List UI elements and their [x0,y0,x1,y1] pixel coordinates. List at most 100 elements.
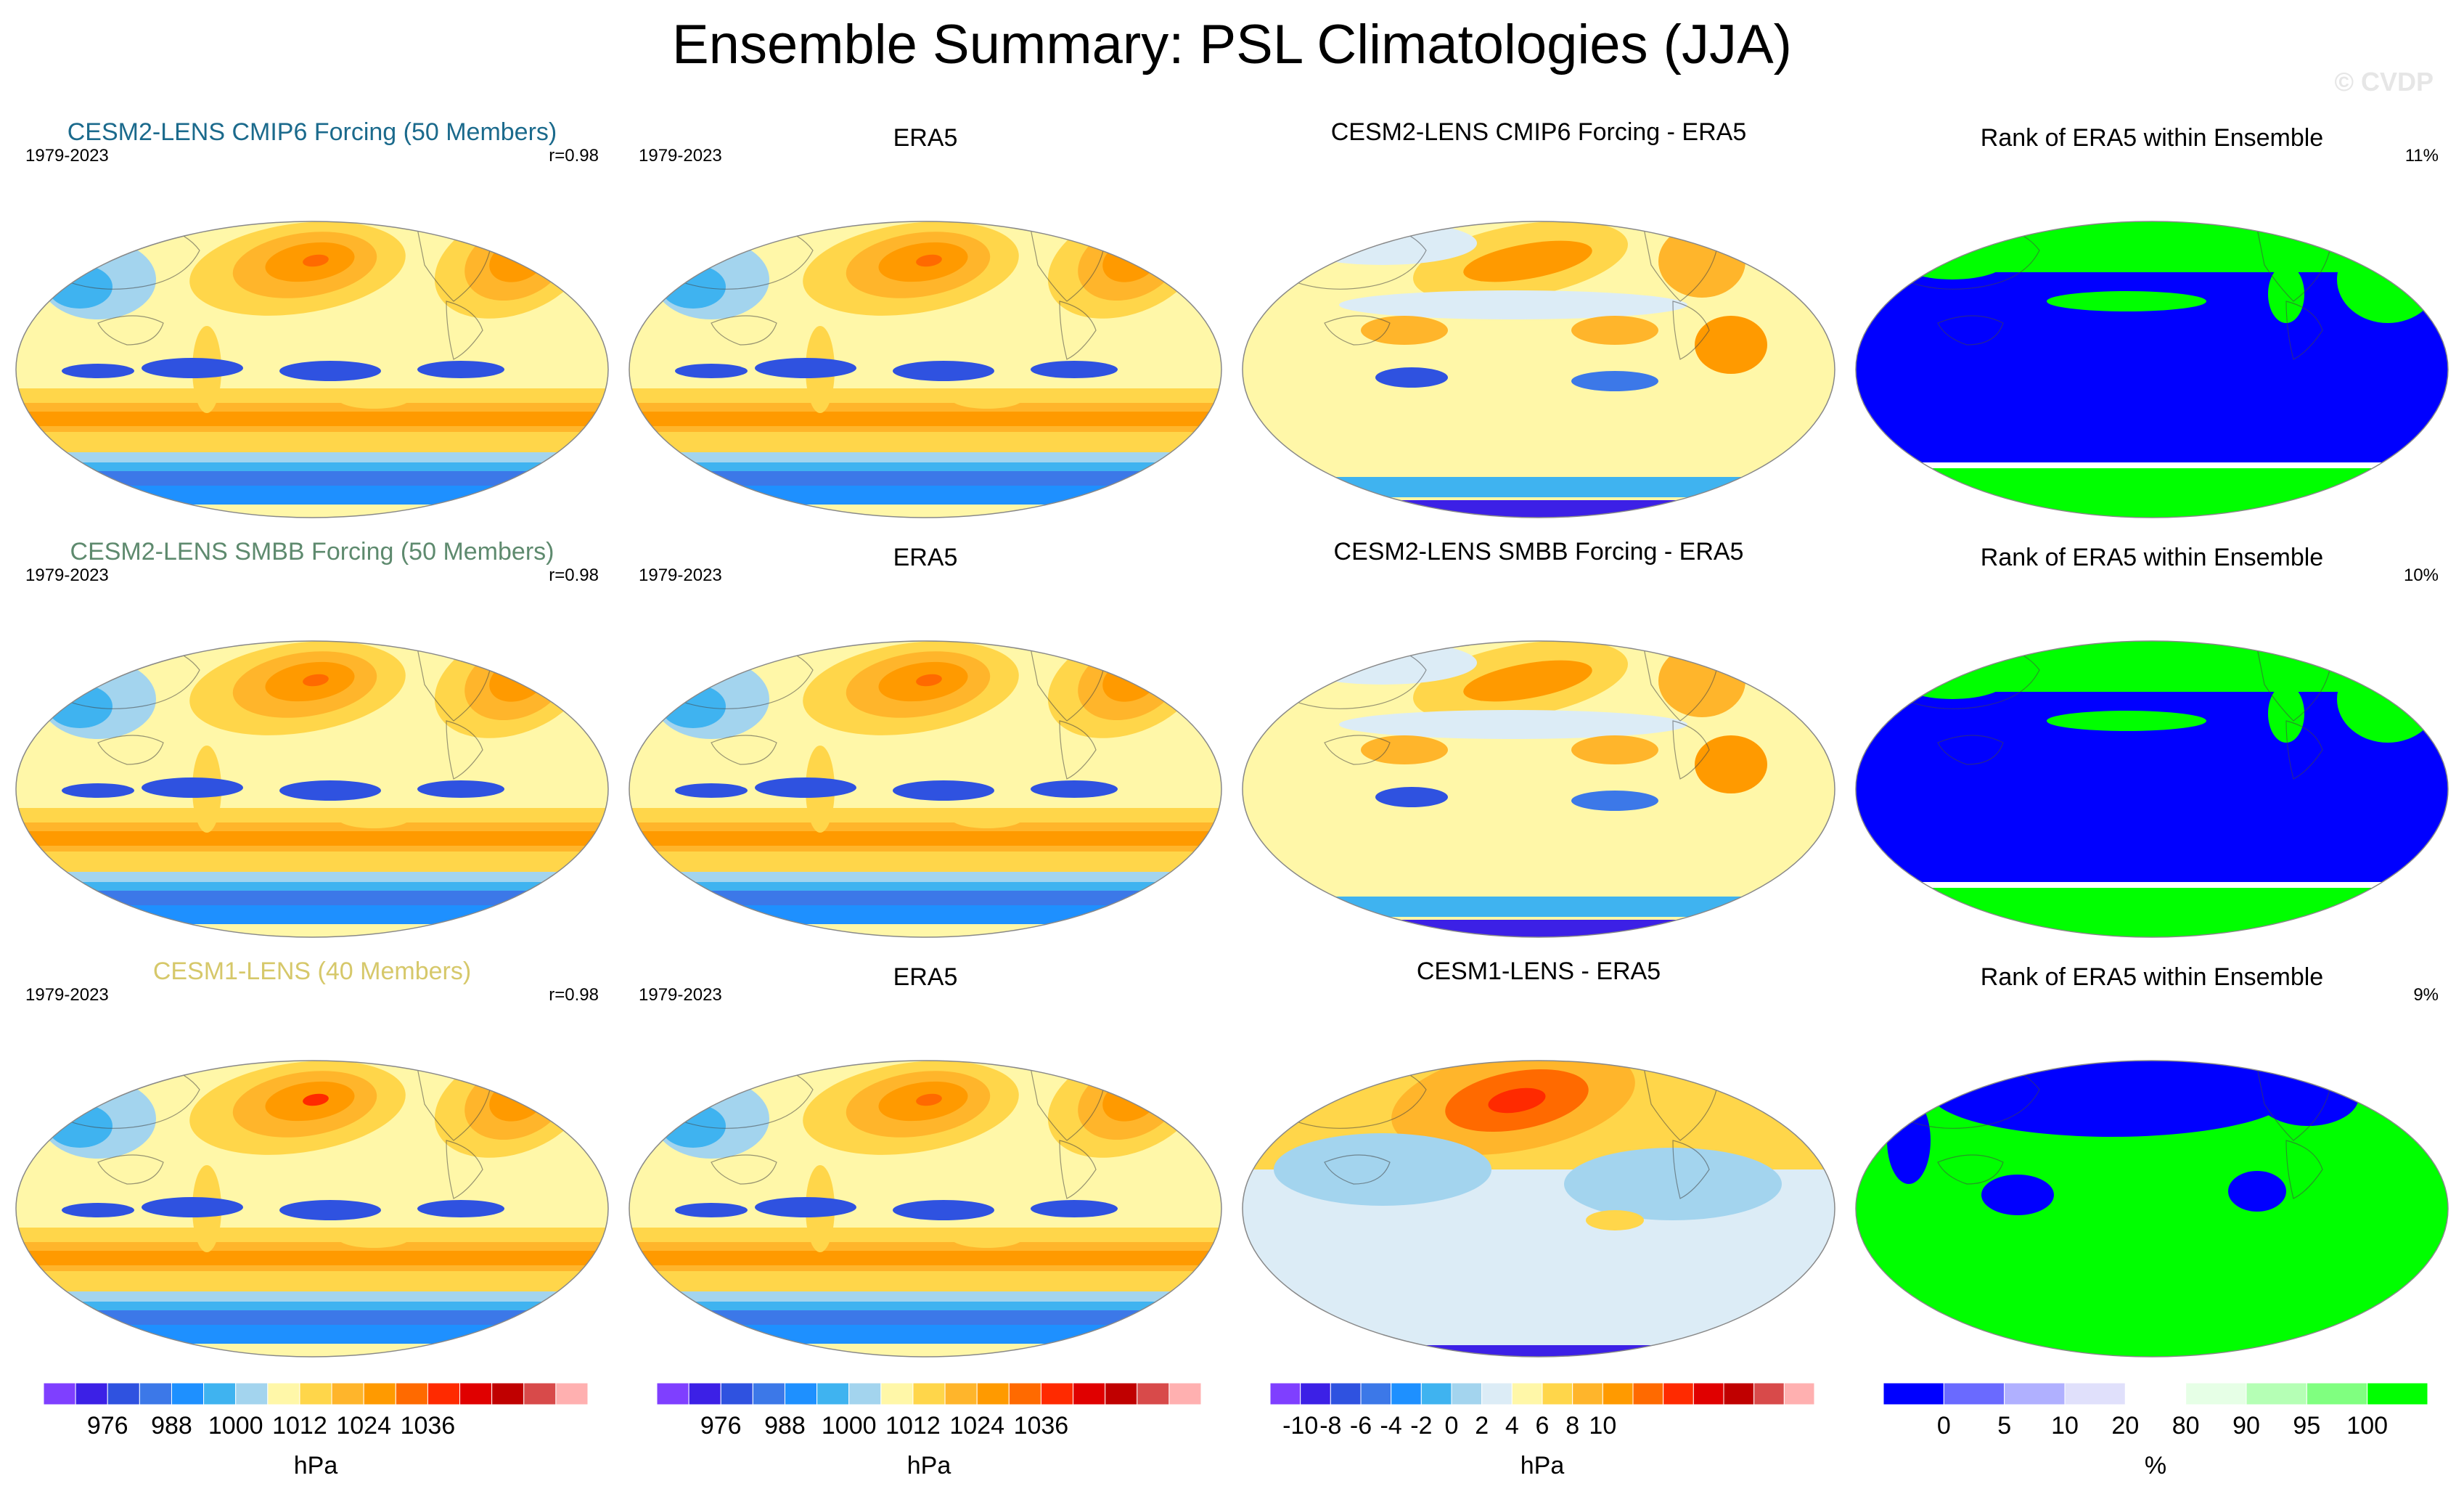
colorbar-swatch [1511,1382,1543,1405]
map-border [629,640,1222,938]
psl-low-so-3 [1031,780,1118,798]
psl-band-antarctic [629,924,1221,937]
colorbar-swatch [2004,1382,2066,1405]
colorbar-swatch [656,1382,689,1405]
years-label: 1979-2023 [639,985,722,1005]
panel-title-obs: ERA5 [893,544,958,571]
rank-band-so-edge [1856,882,2448,888]
psl-high-npac-core [916,1093,942,1106]
map-border [15,1060,609,1358]
panel-r2-diff: CESM2-LENS SMBB Forcing - ERA5 [1237,532,1840,946]
psl-band-storm-2 [629,1302,1221,1310]
psl-band-storm-4 [629,905,1221,924]
psl-low-so-3 [417,780,504,798]
diff-neg-indian [1274,1133,1491,1206]
colorbar-diff: -10 -8 -6 -4 -2 0 2 4 6 8 10 hPa [1266,1382,1818,1479]
psl-band-storm-4 [16,486,608,505]
coast-australia [97,1154,164,1185]
psl-low-so-3 [1031,361,1118,378]
psl-band-transition [16,1278,608,1291]
page-title: Ensemble Summary: PSL Climatologies (JJA… [671,14,1792,75]
psl-low-asia-core [660,685,726,728]
psl-low-so-4 [62,783,134,798]
panel-r2-ens: CESM2-LENS SMBB Forcing (50 Members) 1979… [11,532,613,946]
psl-band-antarctic [629,505,1221,518]
psl-band-storm-3 [629,471,1221,486]
panel-title-ens: CESM1-LENS (40 Members) [152,958,472,985]
diff-band-sh [1243,1199,1835,1347]
panel-r2-obs: ERA5 1979-2023 [624,532,1227,946]
psl-band-storm-3 [16,471,608,486]
diff-pos-so [1586,1210,1644,1230]
coast-australia [711,315,777,346]
colorbar-tick-label: -2 [1410,1412,1432,1440]
psl-band-storm-2 [16,462,608,471]
map-border [1242,1060,1835,1358]
colorbar-swatch [1943,1382,2005,1405]
colorbar-swatch [1008,1382,1041,1405]
psl-band-storm-3 [629,1310,1221,1325]
psl-band-storm-1 [629,872,1221,882]
colorbar-tick-label: 0 [1937,1412,1951,1440]
colorbar-tick-label: 1000 [208,1412,263,1440]
colorbar-tick-label: 1024 [949,1412,1004,1440]
panel-title-ens: CESM2-LENS SMBB Forcing (50 Members) [70,538,554,566]
panel-title-diff: CESM2-LENS SMBB Forcing - ERA5 [1333,538,1744,566]
colorbar-tick-label: 988 [151,1412,192,1440]
psl-high-antarctic [951,388,1023,409]
panel-title-obs: ERA5 [893,124,958,152]
panel-r1-obs: ERA5 1979-2023 [624,113,1227,526]
psl-band-transition [16,439,608,452]
psl-band-storm-4 [629,1325,1221,1344]
map-border [15,221,609,518]
psl-low-so-3 [417,1200,504,1217]
coast-australia [1324,315,1391,346]
psl-low-so-1 [755,1197,856,1217]
colorbar-swatch [1300,1382,1331,1405]
colorbar-swatch [1542,1382,1573,1405]
psl-band-subtropic-max [16,1251,608,1265]
diff-band-antarctic [1243,920,1835,937]
colorbar-units: hPa [906,1452,951,1479]
diff-neg-so-1 [1375,787,1448,807]
colorbar-tick-label: -6 [1350,1412,1372,1440]
colorbar-swatch [459,1382,493,1405]
copyright-watermark: © CVDP [2334,67,2434,97]
psl-band-antarctic [16,1344,608,1357]
map-obs [629,1060,1222,1358]
colorbar-swatch [816,1382,850,1405]
map-rank [1855,640,2449,938]
psl-low-so-4 [62,364,134,378]
psl-high-antarctic [951,1228,1023,1248]
map-border [1242,640,1835,938]
rank-percent: 9% [2413,985,2439,1005]
psl-band-transition [629,439,1221,452]
colorbar-swatch [1360,1382,1392,1405]
pattern-correlation: r=0.98 [549,146,599,166]
diff-neg-spac [1564,1148,1782,1220]
colorbar-tick-label: 1012 [272,1412,327,1440]
colorbar-tick-label: 976 [87,1412,128,1440]
panel-title-diff: CESM1-LENS - ERA5 [1416,958,1661,985]
colorbar-tick-label: 1012 [885,1412,941,1440]
years-label: 1979-2023 [25,985,109,1005]
colorbar-tick-label: 5 [1997,1412,2011,1440]
panel-r3-diff: CESM1-LENS - ERA5 [1237,952,1840,1365]
rank-band-arctic [1856,221,2448,272]
diff-pos-sio [1361,735,1448,764]
psl-low-so-2 [893,1200,994,1220]
colorbar-tick-label: 95 [2293,1412,2320,1440]
coast-australia [1937,735,2004,765]
colorbar-tick-label: 4 [1505,1412,1519,1440]
psl-high-npac-core [303,1093,329,1106]
psl-low-asia-core [660,265,726,309]
colorbar-swatch [1481,1382,1513,1405]
colorbar-swatch [2185,1382,2247,1405]
diff-pos-npac-core [1463,660,1592,702]
psl-low-so-4 [675,364,748,378]
map-diff [1242,221,1835,518]
colorbar-swatch [2124,1382,2187,1405]
psl-band-storm-2 [16,882,608,891]
years-label: 1979-2023 [25,566,109,585]
panel-r1-diff: CESM2-LENS CMIP6 Forcing - ERA5 [1237,113,1840,526]
